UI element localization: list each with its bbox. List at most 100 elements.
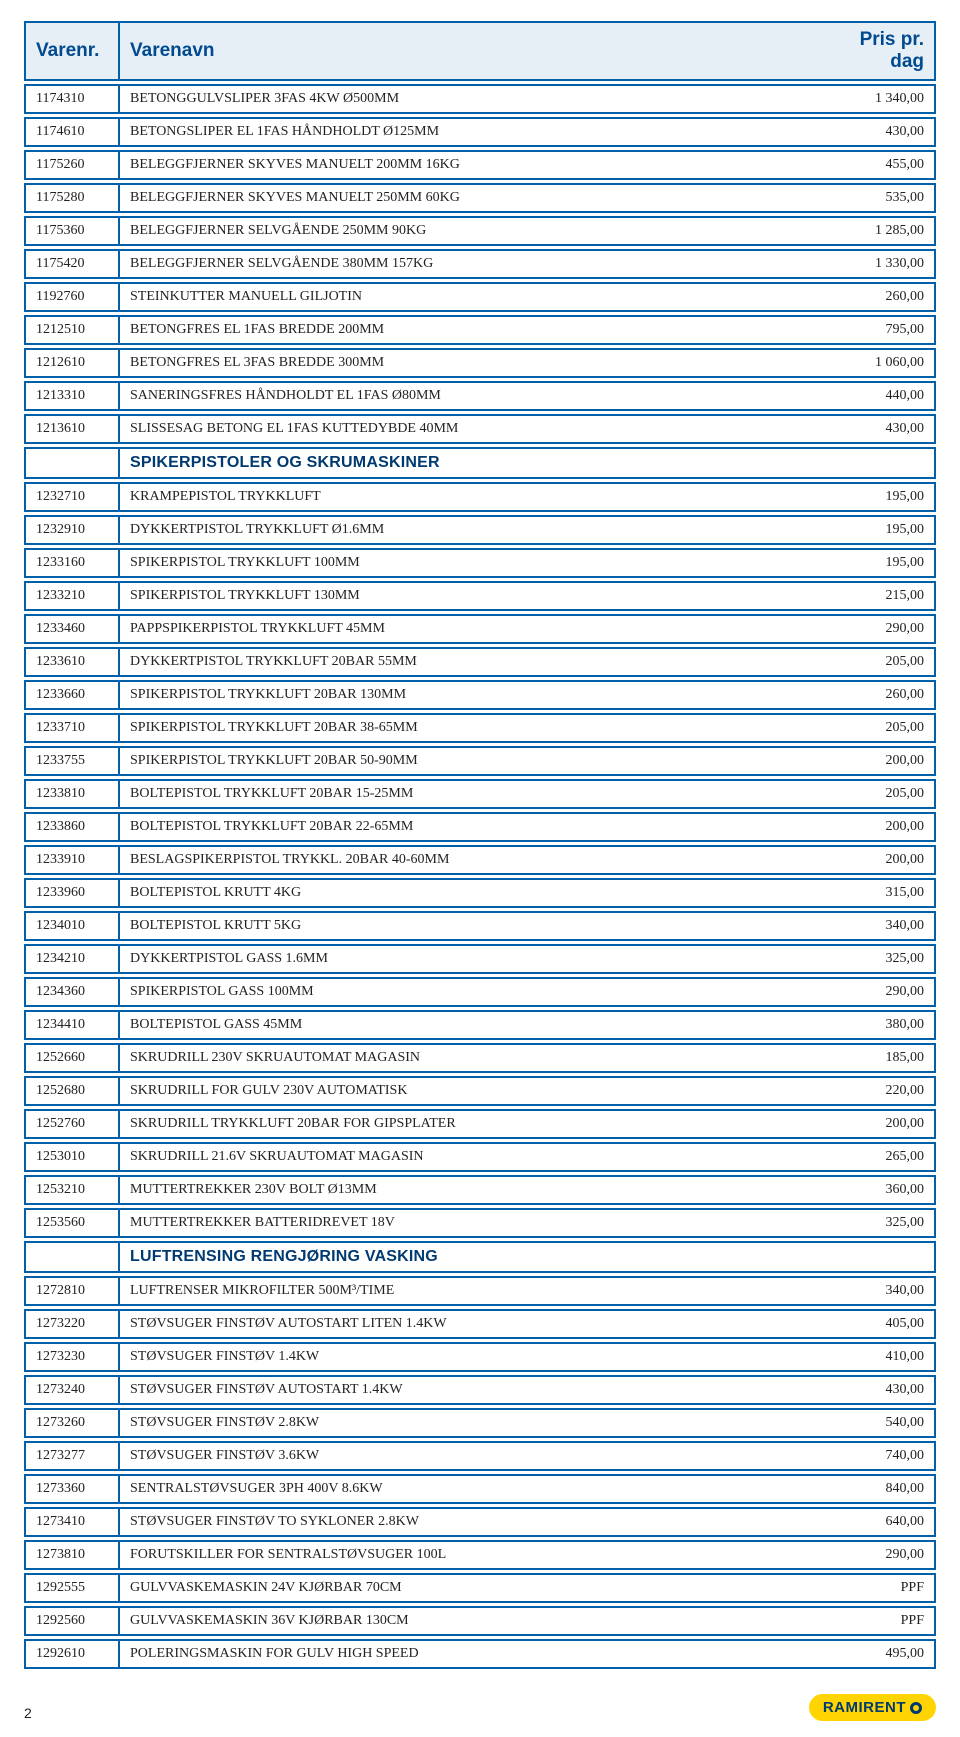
table-row: 1233960BOLTEPISTOL KRUTT 4KG315,00	[24, 878, 936, 908]
table-row: 1175260BELEGGFJERNER SKYVES MANUELT 200M…	[24, 150, 936, 180]
row-varenavn: FORUTSKILLER FOR SENTRALSTØVSUGER 100L	[120, 1540, 812, 1570]
table-row: 1175420BELEGGFJERNER SELVGÅENDE 380MM 15…	[24, 249, 936, 279]
row-varenavn: STEINKUTTER MANUELL GILJOTIN	[120, 282, 812, 312]
row-pris: 220,00	[812, 1076, 936, 1106]
row-varenr: 1233460	[24, 614, 120, 644]
row-varenr: 1234360	[24, 977, 120, 1007]
row-varenavn: BELEGGFJERNER SKYVES MANUELT 200MM 16KG	[120, 150, 812, 180]
table-row: 1233860BOLTEPISTOL TRYKKLUFT 20BAR 22-65…	[24, 812, 936, 842]
row-varenavn: SPIKERPISTOL TRYKKLUFT 20BAR 50-90MM	[120, 746, 812, 776]
table-row: 1273260STØVSUGER FINSTØV 2.8KW540,00	[24, 1408, 936, 1438]
table-row: 1273240STØVSUGER FINSTØV AUTOSTART 1.4KW…	[24, 1375, 936, 1405]
ramirent-logo: RAMIRENT	[809, 1694, 936, 1721]
row-pris: 200,00	[812, 1109, 936, 1139]
row-pris: 1 330,00	[812, 249, 936, 279]
row-pris: 410,00	[812, 1342, 936, 1372]
row-varenr: 1252660	[24, 1043, 120, 1073]
row-varenavn: SENTRALSTØVSUGER 3PH 400V 8.6KW	[120, 1474, 812, 1504]
table-row: 1273220STØVSUGER FINSTØV AUTOSTART LITEN…	[24, 1309, 936, 1339]
row-varenr: 1174610	[24, 117, 120, 147]
row-varenavn: SKRUDRILL 21.6V SKRUAUTOMAT MAGASIN	[120, 1142, 812, 1172]
row-pris: PPF	[812, 1606, 936, 1636]
table-row: 1212510BETONGFRES EL 1FAS BREDDE 200MM79…	[24, 315, 936, 345]
row-pris: 360,00	[812, 1175, 936, 1205]
row-pris: 540,00	[812, 1408, 936, 1438]
row-varenr: 1233210	[24, 581, 120, 611]
table-row: 1234010BOLTEPISTOL KRUTT 5KG340,00	[24, 911, 936, 941]
row-varenavn: DYKKERTPISTOL TRYKKLUFT 20BAR 55MM	[120, 647, 812, 677]
table-row: 1273277STØVSUGER FINSTØV 3.6KW740,00	[24, 1441, 936, 1471]
row-pris: 315,00	[812, 878, 936, 908]
table-row: 1253010SKRUDRILL 21.6V SKRUAUTOMAT MAGAS…	[24, 1142, 936, 1172]
table-row: 1233910BESLAGSPIKERPISTOL TRYKKL. 20BAR …	[24, 845, 936, 875]
page-footer: 2 RAMIRENT	[24, 1694, 936, 1721]
row-pris: 440,00	[812, 381, 936, 411]
row-varenavn: STØVSUGER FINSTØV TO SYKLONER 2.8KW	[120, 1507, 812, 1537]
row-pris: 840,00	[812, 1474, 936, 1504]
row-varenr: 1233610	[24, 647, 120, 677]
table-row: 1233460PAPPSPIKERPISTOL TRYKKLUFT 45MM29…	[24, 614, 936, 644]
row-varenr: 1175420	[24, 249, 120, 279]
table-row: 1213610SLISSESAG BETONG EL 1FAS KUTTEDYB…	[24, 414, 936, 444]
row-varenavn: BOLTEPISTOL TRYKKLUFT 20BAR 15-25MM	[120, 779, 812, 809]
row-varenavn: BELEGGFJERNER SELVGÅENDE 380MM 157KG	[120, 249, 812, 279]
table-row: 1175280BELEGGFJERNER SKYVES MANUELT 250M…	[24, 183, 936, 213]
row-pris: 260,00	[812, 282, 936, 312]
row-pris: 205,00	[812, 779, 936, 809]
row-varenr: 1253210	[24, 1175, 120, 1205]
row-varenavn: BETONGFRES EL 3FAS BREDDE 300MM	[120, 348, 812, 378]
table-row: 1233210SPIKERPISTOL TRYKKLUFT 130MM215,0…	[24, 581, 936, 611]
col-varenr: Varenr.	[24, 21, 120, 81]
row-varenr: 1192760	[24, 282, 120, 312]
row-pris: 740,00	[812, 1441, 936, 1471]
table-row: 1212610BETONGFRES EL 3FAS BREDDE 300MM1 …	[24, 348, 936, 378]
row-pris: 430,00	[812, 1375, 936, 1405]
row-varenavn: SPIKERPISTOL TRYKKLUFT 130MM	[120, 581, 812, 611]
row-varenavn: BOLTEPISTOL TRYKKLUFT 20BAR 22-65MM	[120, 812, 812, 842]
table-row: 1233710SPIKERPISTOL TRYKKLUFT 20BAR 38-6…	[24, 713, 936, 743]
row-varenavn: DYKKERTPISTOL GASS 1.6MM	[120, 944, 812, 974]
table-row: 1292610POLERINGSMASKIN FOR GULV HIGH SPE…	[24, 1639, 936, 1669]
row-varenr: 1253010	[24, 1142, 120, 1172]
row-varenr: 1273260	[24, 1408, 120, 1438]
table-row: 1232710KRAMPEPISTOL TRYKKLUFT195,00	[24, 482, 936, 512]
row-varenr: 1175280	[24, 183, 120, 213]
row-pris: 795,00	[812, 315, 936, 345]
row-pris: 200,00	[812, 812, 936, 842]
row-pris: 340,00	[812, 1276, 936, 1306]
row-pris: 290,00	[812, 1540, 936, 1570]
row-varenavn: LUFTRENSER MIKROFILTER 500M³/TIME	[120, 1276, 812, 1306]
row-varenavn: STØVSUGER FINSTØV AUTOSTART LITEN 1.4KW	[120, 1309, 812, 1339]
row-varenr: 1273360	[24, 1474, 120, 1504]
row-pris: 340,00	[812, 911, 936, 941]
table-row: 1234210DYKKERTPISTOL GASS 1.6MM325,00	[24, 944, 936, 974]
table-row: 1232910DYKKERTPISTOL TRYKKLUFT Ø1.6MM195…	[24, 515, 936, 545]
row-varenr: 1233860	[24, 812, 120, 842]
row-varenavn: BESLAGSPIKERPISTOL TRYKKL. 20BAR 40-60MM	[120, 845, 812, 875]
row-varenavn: BETONGSLIPER EL 1FAS HÅNDHOLDT Ø125MM	[120, 117, 812, 147]
row-varenr: 1233160	[24, 548, 120, 578]
row-varenr: 1175360	[24, 216, 120, 246]
row-varenavn: PAPPSPIKERPISTOL TRYKKLUFT 45MM	[120, 614, 812, 644]
row-varenavn: BELEGGFJERNER SELVGÅENDE 250MM 90KG	[120, 216, 812, 246]
row-pris: 205,00	[812, 647, 936, 677]
table-row: 1252760SKRUDRILL TRYKKLUFT 20BAR FOR GIP…	[24, 1109, 936, 1139]
table-row: 1273810FORUTSKILLER FOR SENTRALSTØVSUGER…	[24, 1540, 936, 1570]
row-varenavn: SPIKERPISTOL TRYKKLUFT 20BAR 130MM	[120, 680, 812, 710]
row-pris: 430,00	[812, 117, 936, 147]
table-header-row: Varenr. Varenavn Pris pr. dag	[24, 21, 936, 81]
row-pris: 195,00	[812, 515, 936, 545]
row-varenr: 1212610	[24, 348, 120, 378]
table-row: 1234360SPIKERPISTOL GASS 100MM290,00	[24, 977, 936, 1007]
row-varenr: 1273277	[24, 1441, 120, 1471]
table-row: 1233610DYKKERTPISTOL TRYKKLUFT 20BAR 55M…	[24, 647, 936, 677]
row-pris: 325,00	[812, 1208, 936, 1238]
row-varenr: 1292610	[24, 1639, 120, 1669]
row-pris: 290,00	[812, 977, 936, 1007]
row-pris: 290,00	[812, 614, 936, 644]
section-heading: LUFTRENSING RENGJØRING VASKING	[120, 1241, 812, 1273]
row-varenavn: BETONGGULVSLIPER 3FAS 4KW Ø500MM	[120, 84, 812, 114]
row-pris: PPF	[812, 1573, 936, 1603]
row-pris: 455,00	[812, 150, 936, 180]
row-varenavn: BOLTEPISTOL KRUTT 5KG	[120, 911, 812, 941]
